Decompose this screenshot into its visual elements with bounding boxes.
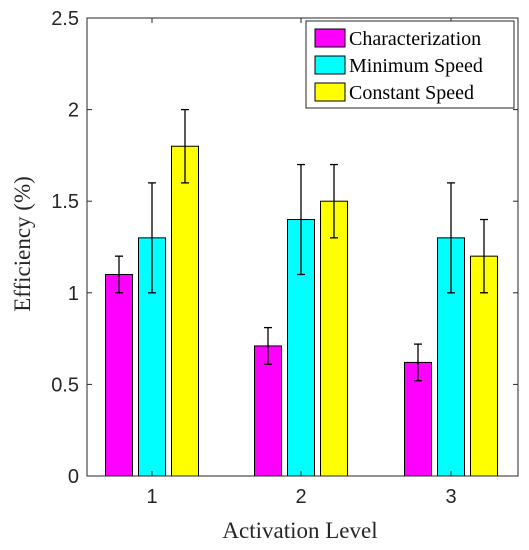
ticks-layer: 0 0.5 1 1.5 2 2.5 1 2 3 <box>51 8 518 508</box>
y-tick-label: 2 <box>68 100 79 122</box>
legend-label-series2: Minimum Speed <box>349 55 483 77</box>
legend-swatch-series1 <box>314 28 346 48</box>
legend: Characterization Minimum Speed Constant Sp… <box>305 20 515 109</box>
y-tick-label: 1.5 <box>51 191 79 213</box>
bar-series2-cat1 <box>138 237 166 477</box>
bar-series3-cat2 <box>320 200 348 477</box>
y-tick-label: 0 <box>68 466 79 488</box>
bar-series1-cat2 <box>254 345 282 477</box>
plot-frame <box>86 17 519 477</box>
x-axis-title: Activation Level <box>222 518 377 543</box>
bar-series3-cat1 <box>171 145 199 477</box>
legend-swatch-series2 <box>314 55 346 75</box>
legend-label-series3: Constant Speed <box>349 82 474 104</box>
x-tick-label: 2 <box>295 486 306 508</box>
y-tick-label: 2.5 <box>51 8 79 30</box>
error-bars-layer <box>115 108 488 382</box>
axes-layer <box>86 17 519 477</box>
y-tick-label: 0.5 <box>51 374 79 396</box>
y-tick-label: 1 <box>68 283 79 305</box>
y-axis-title: Efficiency (%) <box>10 176 35 312</box>
legend-swatch-series3 <box>314 82 346 102</box>
x-tick-label: 3 <box>445 486 456 508</box>
x-tick-label: 1 <box>146 486 157 508</box>
legend-label-series1: Characterization <box>349 28 481 50</box>
bar-series1-cat1 <box>105 273 133 477</box>
